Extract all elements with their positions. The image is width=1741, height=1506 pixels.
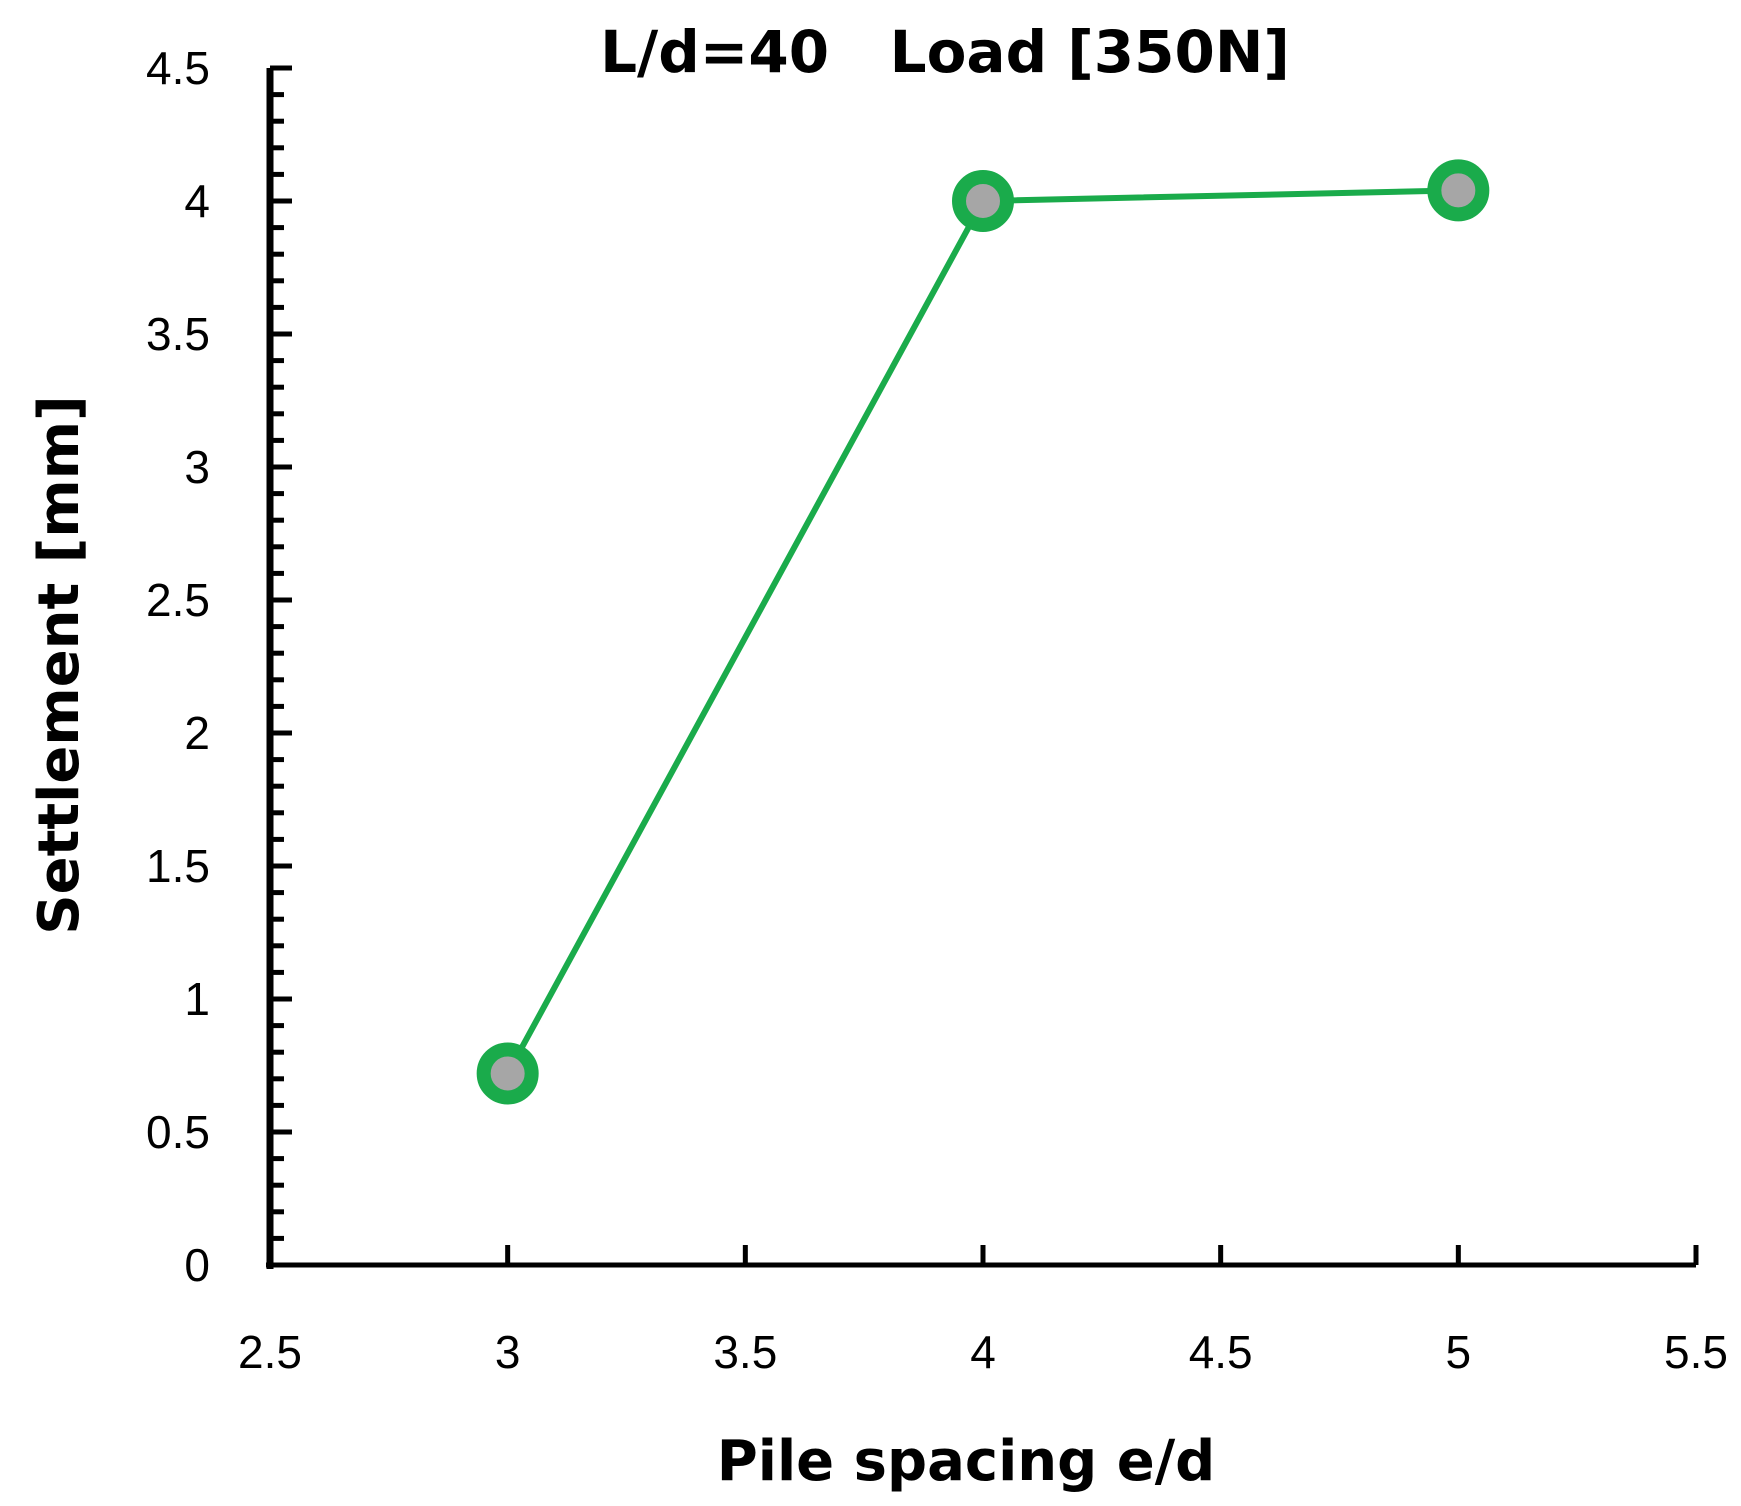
x-axis-title: Pile spacing e/d (717, 1429, 1215, 1494)
y-tick-label: 4.5 (146, 42, 210, 94)
series-line (505, 187, 1459, 1075)
chart-title: L/d=40 Load [350N] (600, 18, 1290, 86)
data-point (476, 1042, 539, 1105)
x-tick-label: 4.5 (1189, 1326, 1253, 1378)
y-tick-label: 2.5 (146, 574, 210, 626)
data-point (1427, 159, 1490, 222)
y-tick-label: 2 (184, 707, 210, 759)
x-tick-label: 2.5 (238, 1326, 302, 1378)
y-tick-label: 1.5 (146, 840, 210, 892)
y-tick-label: 0 (184, 1239, 210, 1291)
x-tick-label: 5.5 (1664, 1326, 1728, 1378)
y-tick-label: 4 (184, 175, 210, 227)
y-tick-label: 0.5 (146, 1106, 210, 1158)
y-axis-title: Settlement [mm] (27, 395, 92, 934)
x-tick-label: 4 (970, 1326, 996, 1378)
x-tick-label: 3.5 (713, 1326, 777, 1378)
y-tick-label: 1 (184, 973, 210, 1025)
y-tick-label: 3.5 (146, 308, 210, 360)
x-tick-label: 3 (495, 1326, 521, 1378)
x-tick-label: 5 (1446, 1326, 1472, 1378)
y-tick-label: 3 (184, 441, 210, 493)
data-point (952, 170, 1014, 232)
